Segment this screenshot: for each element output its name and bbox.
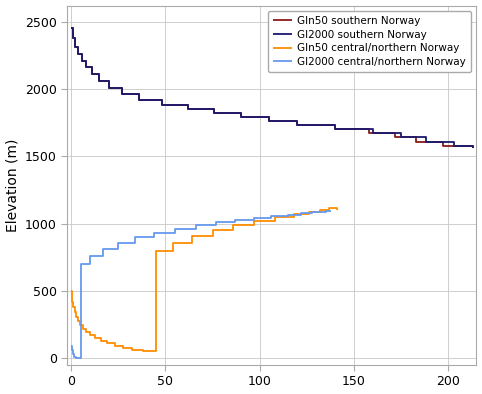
GIn50 central/northern Norway [140, 349, 146, 354]
GI2000 central/northern Norway [328, 209, 334, 214]
GIn50 southern Norway [68, 26, 74, 31]
Line: GIn50 central/northern Norway: GIn50 central/northern Norway [71, 208, 337, 351]
GI2000 southern Norway [96, 78, 102, 83]
GIn50 central/northern Norway [210, 228, 215, 233]
GI2000 southern Norway [89, 65, 95, 70]
GI2000 central/northern Norway [70, 352, 76, 357]
Y-axis label: Elevation (m): Elevation (m) [6, 139, 20, 232]
GI2000 central/northern Norway [73, 356, 79, 361]
GI2000 southern Norway [79, 52, 84, 56]
GI2000 southern Norway [423, 139, 428, 144]
GI2000 central/northern Norway [78, 262, 83, 266]
GIn50 central/northern Norway [291, 212, 296, 216]
GIn50 central/northern Norway [332, 205, 338, 210]
GIn50 southern Norway [413, 139, 419, 144]
GI2000 southern Norway [136, 91, 142, 96]
GIn50 central/northern Norway [72, 309, 78, 314]
GI2000 central/northern Norway [232, 220, 238, 225]
GI2000 central/northern Norway [298, 211, 304, 216]
GI2000 central/northern Norway [68, 344, 74, 349]
GIn50 southern Norway [89, 65, 95, 70]
GIn50 southern Norway [79, 52, 84, 56]
GI2000 central/northern Norway [328, 208, 334, 213]
GIn50 southern Norway [96, 78, 102, 83]
GI2000 southern Norway [68, 26, 74, 31]
GIn50 central/northern Norway [68, 289, 74, 294]
GIn50 central/northern Norway [83, 330, 89, 335]
GI2000 central/northern Norway [326, 208, 332, 213]
GI2000 southern Norway [470, 146, 476, 151]
GIn50 central/northern Norway [306, 209, 311, 214]
Line: GIn50 southern Norway: GIn50 southern Norway [71, 28, 473, 148]
GI2000 central/northern Norway [73, 356, 79, 361]
GIn50 southern Norway [332, 127, 338, 132]
GIn50 central/northern Norway [334, 208, 340, 212]
Line: GI2000 southern Norway: GI2000 southern Norway [71, 28, 473, 148]
GIn50 southern Norway [470, 146, 476, 151]
Line: GI2000 central/northern Norway: GI2000 central/northern Norway [71, 211, 331, 358]
Legend: GIn50 southern Norway, GI2000 southern Norway, GIn50 central/northern Norway, GI: GIn50 southern Norway, GI2000 southern N… [268, 11, 471, 72]
GIn50 southern Norway [136, 91, 142, 96]
GI2000 southern Norway [332, 127, 338, 132]
GIn50 central/northern Norway [332, 205, 338, 210]
